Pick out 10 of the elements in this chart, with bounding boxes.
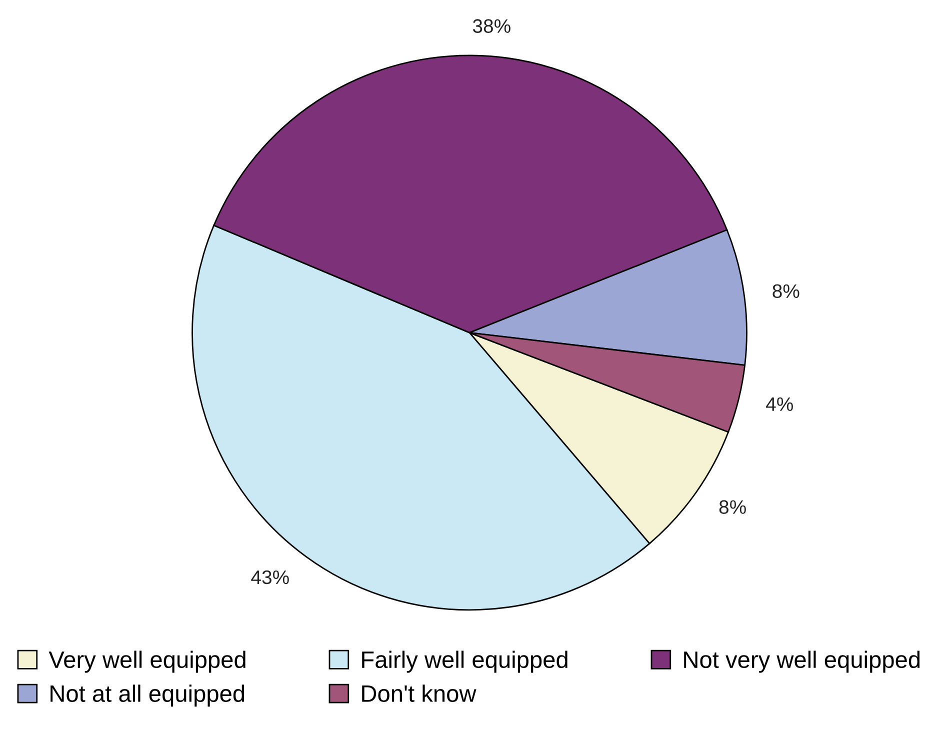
legend-label: Don't know (362, 684, 476, 702)
legend-label: Not at all equipped (50, 684, 244, 707)
legend-label: Fairly well equipped (362, 650, 568, 673)
data-label: 38% (472, 19, 510, 33)
data-label: 4% (766, 397, 793, 411)
data-label: 43% (251, 570, 289, 584)
data-label: 8% (772, 284, 800, 298)
legend-label: Very well equipped (48, 650, 246, 673)
legend-label: Not very well equipped (684, 650, 920, 673)
data-label: 8% (719, 500, 746, 514)
